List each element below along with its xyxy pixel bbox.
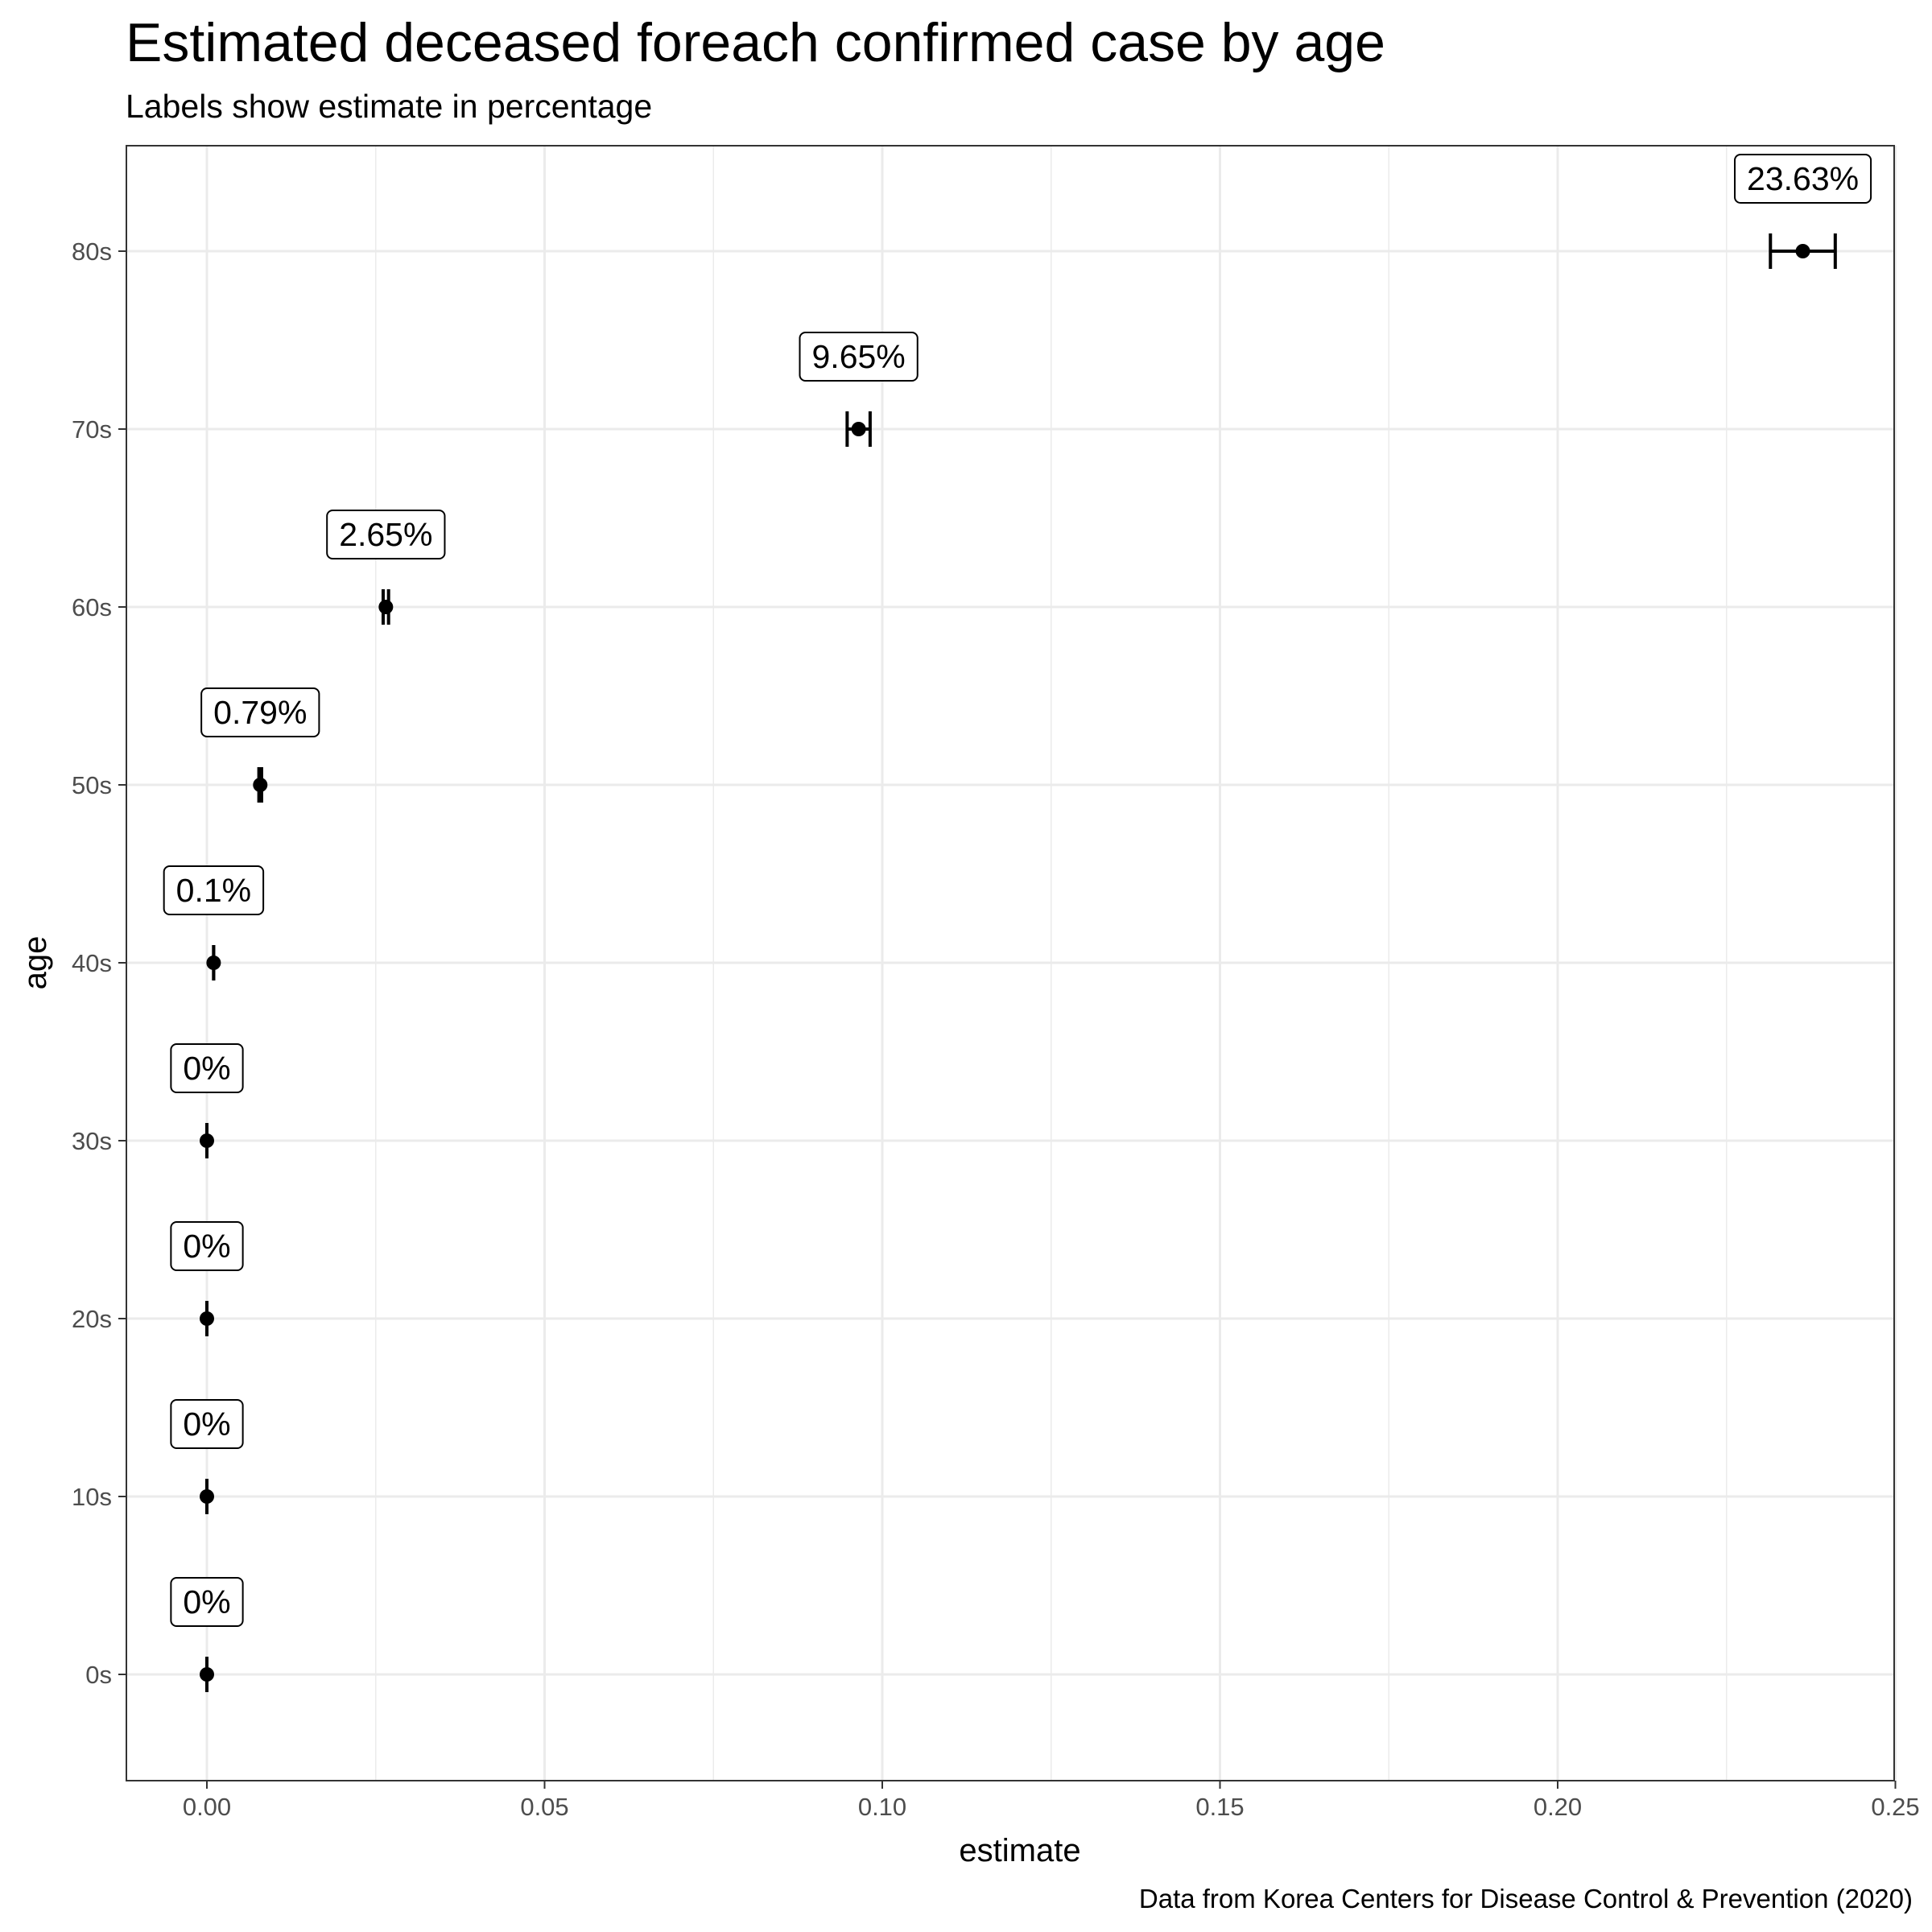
data-point [200, 1133, 214, 1148]
data-point [253, 778, 268, 792]
data-label-text: 0% [183, 1228, 230, 1265]
data-label-box [1734, 154, 1872, 204]
data-label-text: 0% [183, 1050, 230, 1087]
data-label: 0% [170, 1221, 244, 1271]
y-tick-label: 40s [72, 949, 112, 977]
data-label-box [799, 332, 919, 382]
data-label-box [170, 1399, 244, 1449]
x-tick-label: 0.25 [1871, 1793, 1919, 1821]
data-point-group: 0.79% [200, 687, 320, 803]
y-tick-label: 20s [72, 1305, 112, 1333]
marks-layer: 0% 0% 0% 0% 0.1% 0.79% 2.65% 9.65% 23.63% [163, 154, 1872, 1692]
chart-subtitle: Labels show estimate in percentage [126, 88, 652, 125]
data-label-box [170, 1221, 244, 1271]
data-label: 0% [170, 1399, 244, 1449]
y-tick-label: 70s [72, 415, 112, 444]
y-tick-label: 10s [72, 1483, 112, 1511]
data-label: 0% [170, 1577, 244, 1627]
data-label-text: 0.79% [213, 694, 307, 731]
data-point-group: 2.65% [326, 510, 446, 625]
data-point-group: 9.65% [799, 332, 919, 447]
data-label: 0% [170, 1043, 244, 1093]
data-label-text: 0.1% [176, 872, 251, 909]
grid-layer [126, 146, 1897, 1781]
x-tick-label: 0.00 [183, 1793, 231, 1821]
x-axis-title: estimate [959, 1833, 1080, 1868]
data-point-group: 0.1% [163, 865, 265, 980]
data-point [200, 1489, 214, 1504]
data-label-box [326, 510, 446, 559]
data-point-group: 0% [170, 1043, 244, 1158]
chart-caption: Data from Korea Centers for Disease Cont… [1139, 1884, 1913, 1913]
x-tick-label: 0.05 [520, 1793, 568, 1821]
x-tick-label: 0.15 [1195, 1793, 1244, 1821]
data-label-box [200, 687, 320, 737]
data-point-group: 0% [170, 1221, 244, 1336]
data-label-text: 2.65% [339, 516, 432, 553]
data-point [200, 1667, 214, 1682]
y-tick-label: 30s [72, 1127, 112, 1155]
data-label: 0.1% [163, 865, 265, 915]
data-point [851, 422, 866, 436]
x-tick-label: 0.20 [1534, 1793, 1582, 1821]
data-label-box [170, 1043, 244, 1093]
data-point [200, 1311, 214, 1326]
data-label-text: 9.65% [812, 338, 906, 375]
y-tick-label: 0s [85, 1661, 112, 1689]
data-point [206, 956, 221, 970]
data-label: 23.63% [1734, 154, 1872, 204]
axis-layer: 0.00 0.05 0.10 0.15 0.20 0.25 0s 10s 20s 30s 40s 50… [72, 237, 1920, 1821]
data-point-group: 0% [170, 1399, 244, 1514]
data-point [378, 600, 394, 614]
data-point-group: 23.63% [1734, 154, 1872, 269]
y-tick-label: 80s [72, 237, 112, 266]
y-tick-label: 60s [72, 593, 112, 621]
y-tick-label: 50s [72, 771, 112, 799]
data-label: 9.65% [799, 332, 919, 382]
y-axis-title: age [18, 936, 53, 990]
data-label-text: 0% [183, 1406, 230, 1443]
x-tick-label: 0.10 [858, 1793, 906, 1821]
data-label-box [170, 1577, 244, 1627]
data-point-group: 0% [170, 1577, 244, 1692]
data-label-box [163, 865, 265, 915]
data-label-text: 23.63% [1747, 160, 1859, 197]
chart-title: Estimated deceased foreach confirmed cas… [126, 12, 1385, 73]
data-label-text: 0% [183, 1583, 230, 1620]
data-point [1795, 244, 1810, 258]
data-label: 2.65% [326, 510, 446, 559]
data-label: 0.79% [200, 687, 320, 737]
